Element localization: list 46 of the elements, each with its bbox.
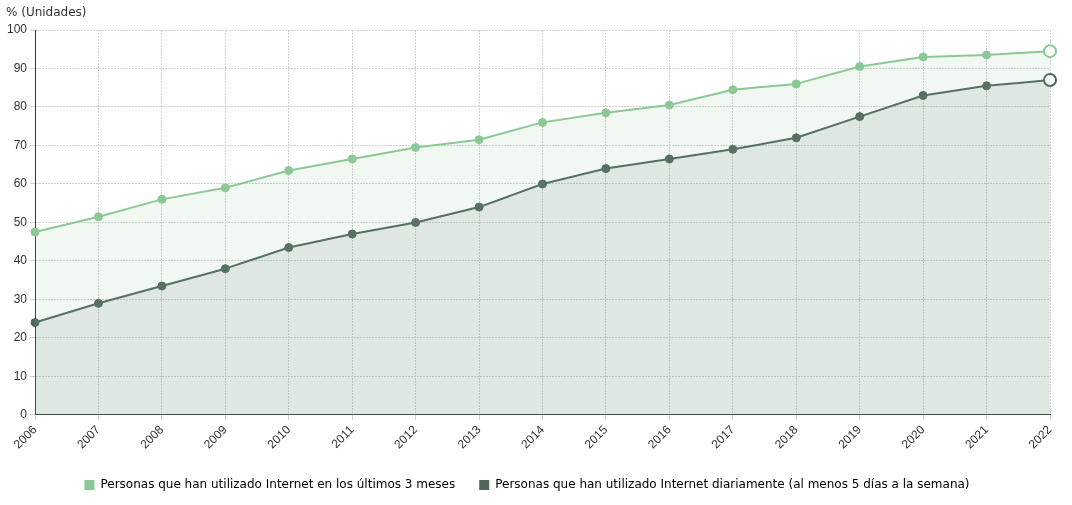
point — [411, 217, 421, 227]
legend-label: Personas que han utilizado Internet diariamente (al menos 5 días a la semana) — [495, 477, 970, 492]
point — [982, 50, 992, 60]
point — [601, 108, 611, 118]
y-tick-label: 0 — [20, 407, 28, 422]
point — [664, 100, 674, 110]
point — [791, 79, 801, 89]
point — [728, 144, 738, 154]
y-tick-label: 100 — [6, 22, 28, 37]
point — [538, 179, 548, 189]
y-tick-label: 60 — [13, 176, 28, 191]
point — [474, 202, 484, 212]
point — [855, 62, 865, 72]
point — [664, 154, 674, 164]
legend-label: Personas que han utilizado Internet en los últimos 3 meses — [100, 477, 456, 492]
point — [538, 117, 548, 127]
point — [347, 154, 357, 164]
point — [918, 52, 928, 62]
y-axis-title: % (Unidades) — [6, 5, 87, 20]
y-tick-label: 50 — [13, 214, 28, 229]
point — [601, 164, 611, 174]
y-tick-label: 40 — [13, 253, 28, 268]
point — [220, 183, 230, 193]
point — [855, 112, 865, 122]
point — [347, 229, 357, 239]
point — [157, 194, 167, 204]
y-tick-label: 30 — [13, 291, 28, 306]
point — [30, 227, 40, 237]
y-tick-label: 70 — [13, 137, 28, 152]
point — [157, 281, 167, 291]
point — [474, 135, 484, 145]
point — [220, 264, 230, 274]
point — [284, 242, 294, 252]
point — [93, 298, 103, 308]
point — [791, 133, 801, 143]
point — [284, 166, 294, 175]
point — [93, 212, 103, 222]
y-tick-label: 90 — [13, 60, 28, 75]
point — [918, 90, 928, 100]
y-tick-label: 10 — [13, 368, 28, 383]
y-tick-label: 80 — [13, 99, 28, 114]
point — [30, 318, 40, 328]
point — [411, 142, 421, 152]
point — [982, 81, 992, 91]
point — [728, 85, 738, 95]
y-tick-label: 20 — [13, 330, 28, 345]
